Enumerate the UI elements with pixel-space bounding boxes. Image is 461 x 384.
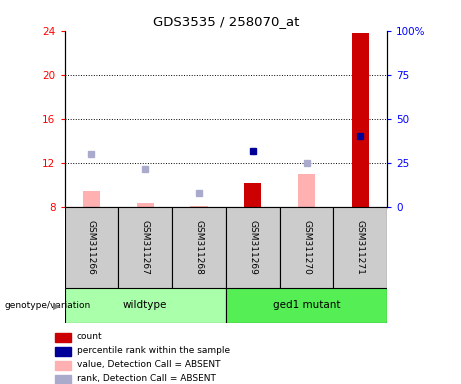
Bar [244,183,261,207]
Bar [226,288,387,323]
Text: genotype/variation: genotype/variation [5,301,91,310]
Text: wildtype: wildtype [123,300,167,310]
Bar [83,191,100,207]
Text: value, Detection Call = ABSENT: value, Detection Call = ABSENT [77,360,220,369]
Bar [280,207,333,288]
Bar [333,207,387,288]
Bar [55,361,71,370]
Text: rank, Detection Call = ABSENT: rank, Detection Call = ABSENT [77,374,216,383]
Text: GSM311268: GSM311268 [195,220,203,275]
Bar [172,207,226,288]
Text: count: count [77,332,102,341]
Text: GSM311271: GSM311271 [356,220,365,275]
Text: GSM311266: GSM311266 [87,220,96,275]
Text: percentile rank within the sample: percentile rank within the sample [77,346,230,355]
Bar [55,347,71,356]
Text: ▶: ▶ [53,300,60,310]
Bar [55,375,71,384]
Text: GSM311267: GSM311267 [141,220,150,275]
Bar [190,206,207,207]
Text: GSM311269: GSM311269 [248,220,257,275]
Text: ged1 mutant: ged1 mutant [273,300,340,310]
Bar [65,207,118,288]
Bar [55,333,71,342]
Bar [352,33,369,207]
Bar [298,174,315,207]
Bar [65,288,226,323]
Bar [226,207,280,288]
Text: GSM311270: GSM311270 [302,220,311,275]
Bar [136,203,154,207]
Title: GDS3535 / 258070_at: GDS3535 / 258070_at [153,15,299,28]
Bar [118,207,172,288]
